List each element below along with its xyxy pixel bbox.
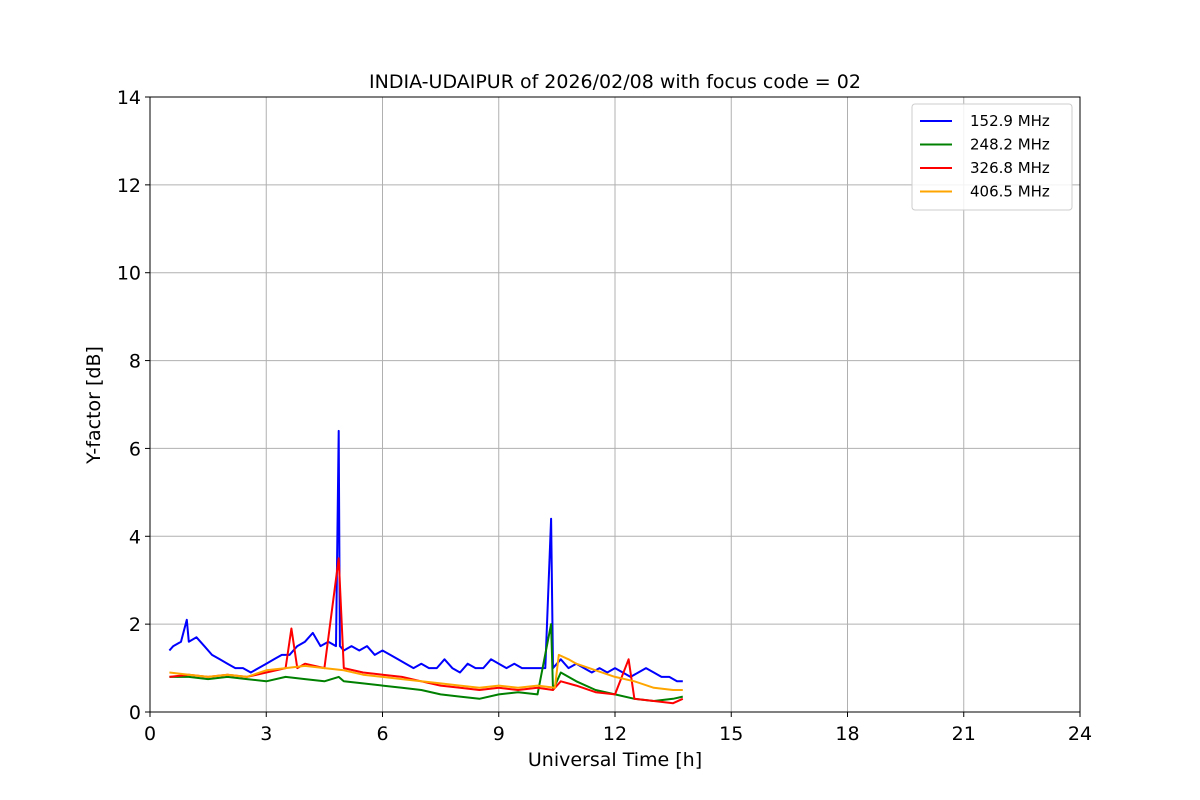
series-line-4 [169,653,683,691]
y-tick-label: 14 [117,87,141,109]
x-tick-label: 15 [719,723,743,745]
x-tick-label: 0 [144,723,156,745]
legend: 152.9 MHz 248.2 MHz 326.8 MHz 406.5 MHz [911,103,1073,211]
y-tick-label: 8 [129,351,141,373]
y-tick-label: 4 [129,526,141,548]
legend-label: 326.8 MHz [970,159,1050,177]
y-tick-label: 12 [117,175,141,197]
legend-label: 152.9 MHz [970,112,1050,130]
chart-title: INDIA-UDAIPUR of 2026/02/08 with focus c… [369,71,861,93]
y-tick-label: 6 [129,438,141,460]
y-tick-label: 2 [129,614,141,636]
x-axis-label: Universal Time [h] [528,749,702,771]
x-tick-label: 18 [835,723,859,745]
series-line-2 [169,623,684,702]
y-tick-label: 0 [129,702,141,724]
x-tick-label: 9 [493,723,505,745]
x-tick-label: 3 [260,723,272,745]
y-axis-label: Y-factor [dB] [83,346,105,465]
y-tick-label: 10 [117,263,141,285]
series-group [168,429,684,705]
x-tick-label: 6 [376,723,388,745]
legend-label: 406.5 MHz [970,183,1050,201]
x-tick-label: 21 [952,723,976,745]
legend-label: 248.2 MHz [970,136,1050,154]
legend-box [911,103,1073,211]
x-tick-label: 12 [603,723,627,745]
x-tick-label: 24 [1068,723,1092,745]
series-line-1 [168,429,683,683]
